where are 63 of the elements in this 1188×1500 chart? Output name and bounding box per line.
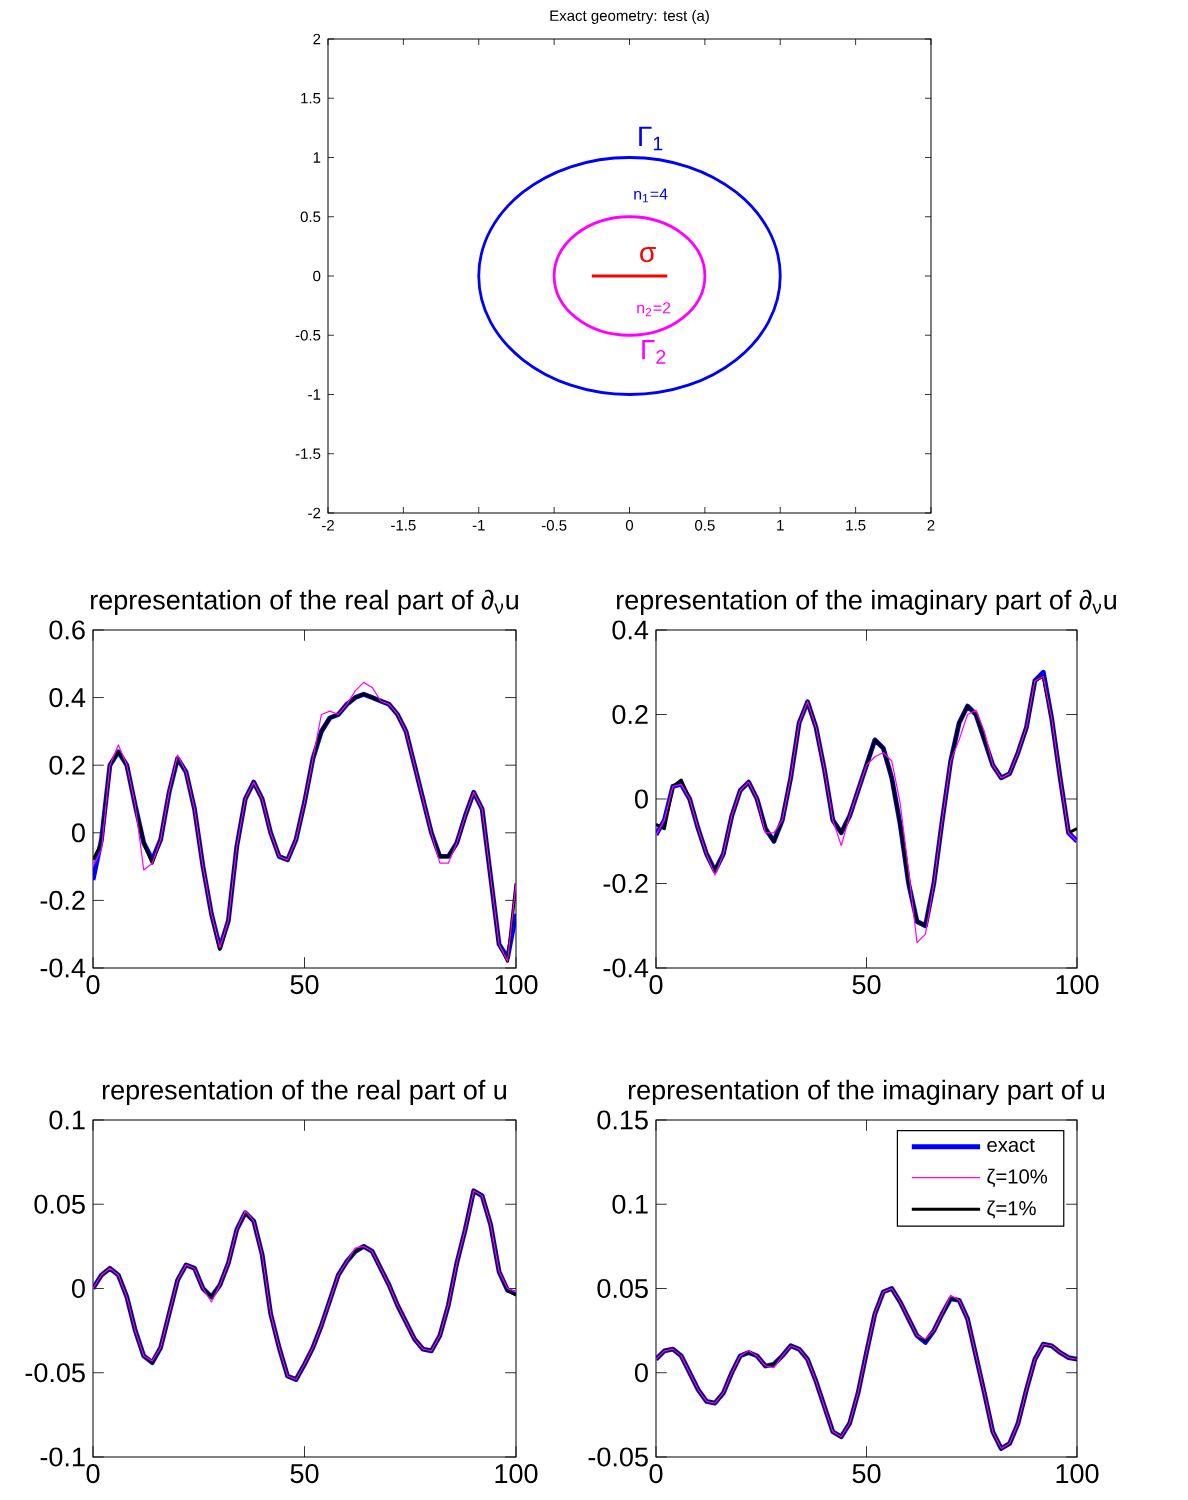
x-tick-label: 50 [290, 1464, 319, 1484]
y-tick-label: -0.2 [40, 890, 85, 910]
x-tick-label: -1 [472, 520, 485, 531]
y-tick-label: -0.2 [603, 873, 648, 894]
legend-label: exact [987, 1138, 1035, 1152]
y-tick-label: 0.4 [49, 688, 86, 708]
y-tick-label: -1.5 [295, 448, 321, 459]
y-tick-label: 0 [313, 270, 321, 282]
x-tick-label: 0 [649, 1464, 663, 1484]
y-tick-label: 0.1 [49, 1110, 85, 1130]
x-tick-label: 100 [1056, 1464, 1099, 1484]
y-tick-label: 0.15 [597, 1110, 648, 1130]
chart-title: Exact geometry: test (a) [550, 9, 709, 24]
y-tick-label: 0.6 [49, 620, 85, 640]
x-tick-label: -0.5 [541, 520, 567, 531]
y-tick-label: -0.05 [588, 1447, 648, 1467]
legend-label: ζ=10% [987, 1168, 1048, 1187]
annotation: Γ$_{1}$ [639, 126, 663, 151]
annotation: σ [640, 247, 656, 263]
x-tick-label: 0 [86, 975, 100, 995]
y-tick-label: 0.4 [612, 620, 649, 640]
chart-title: representation of the imaginary part of ∂$_{ν}$u [617, 589, 1116, 615]
chart-title: representation of the real part of u [102, 1079, 507, 1105]
y-tick-label: 0.5 [300, 211, 321, 223]
y-tick-label: 0 [634, 1363, 648, 1383]
x-tick-label: 1 [777, 520, 784, 531]
y-tick-label: -2 [308, 507, 321, 519]
x-tick-label: 0.5 [695, 520, 715, 531]
x-tick-label: 100 [495, 975, 538, 995]
y-tick-label: 2 [313, 33, 321, 45]
y-tick-label: 0.1 [612, 1194, 648, 1214]
y-tick-label: -0.4 [40, 958, 86, 978]
y-tick-label: 0.05 [597, 1278, 648, 1299]
legend-label: ζ=1% [987, 1200, 1036, 1219]
y-tick-label: 0.05 [34, 1194, 85, 1214]
x-tick-label: -2 [321, 520, 334, 531]
x-tick-label: 50 [852, 1464, 881, 1484]
y-tick-label: 0 [634, 789, 648, 809]
annotation: n$_{1}$=4 [634, 188, 668, 203]
chart-title: representation of the real part of ∂$_{ν}$u [91, 589, 518, 615]
y-tick-label: 0 [71, 823, 85, 843]
y-tick-label: 1.5 [301, 93, 321, 104]
annotation: Γ$_{2}$ [642, 340, 666, 364]
x-tick-label: 0 [86, 1464, 100, 1484]
y-tick-label: -0.5 [295, 329, 321, 341]
y-tick-label: 0.2 [612, 704, 648, 725]
annotation: n$_{2}$=2 [637, 302, 671, 317]
y-tick-label: -0.4 [603, 958, 649, 978]
chart-title: representation of the imaginary part of u [628, 1079, 1105, 1105]
y-tick-label: 0 [71, 1278, 85, 1299]
x-tick-label: -1.5 [391, 520, 416, 531]
y-tick-label: 1 [313, 152, 321, 163]
y-tick-label: -0.1 [40, 1447, 85, 1467]
x-tick-label: 100 [495, 1464, 538, 1484]
x-tick-label: 2 [927, 520, 935, 531]
x-tick-label: 0 [649, 975, 663, 995]
x-tick-label: 50 [290, 975, 319, 995]
x-tick-label: 100 [1056, 975, 1099, 995]
x-tick-label: 50 [852, 975, 881, 995]
y-tick-label: -0.05 [25, 1363, 85, 1383]
y-tick-label: 0.2 [49, 755, 85, 775]
y-tick-label: -1 [308, 389, 321, 400]
x-tick-label: 1.5 [846, 520, 866, 531]
